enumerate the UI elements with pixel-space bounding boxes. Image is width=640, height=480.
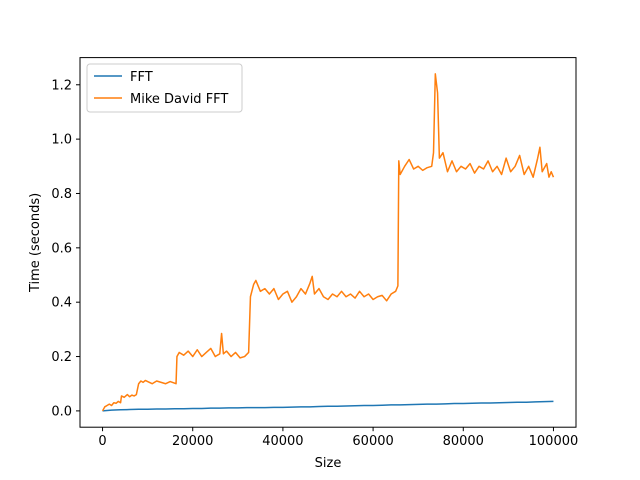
y-tick-label: 0.8 — [51, 187, 72, 202]
legend-label-mike-david-fft: Mike David FFT — [130, 92, 228, 107]
y-axis-label: Time (seconds) — [28, 193, 43, 293]
series-lines — [101, 73, 555, 412]
y-tick-label: 1.0 — [51, 133, 72, 148]
y-tick-label: 0.0 — [51, 404, 72, 419]
y-axis-ticks: 0.0 0.2 0.4 0.6 0.8 1.0 1.2 — [51, 78, 80, 419]
y-tick-label: 0.2 — [51, 350, 72, 365]
y-tick-label: 1.2 — [51, 78, 72, 93]
x-tick-label: 80000 — [443, 434, 484, 449]
legend-label-fft: FFT — [130, 70, 153, 85]
series-line-mike-david-fft — [101, 73, 555, 412]
legend: FFT Mike David FFT — [86, 63, 243, 113]
y-tick-label: 0.6 — [51, 241, 72, 256]
y-tick-label: 0.4 — [51, 296, 72, 311]
legend-box — [86, 63, 243, 113]
x-tick-label: 100000 — [529, 434, 579, 449]
x-tick-label: 0 — [98, 434, 106, 449]
x-tick-label: 60000 — [352, 434, 393, 449]
x-axis-ticks: 0 20000 40000 60000 80000 100000 — [98, 427, 578, 449]
x-tick-label: 20000 — [172, 434, 213, 449]
x-tick-label: 40000 — [262, 434, 303, 449]
plot-frame — [79, 57, 577, 428]
x-axis-label: Size — [315, 456, 342, 471]
series-line-fft — [102, 400, 554, 412]
